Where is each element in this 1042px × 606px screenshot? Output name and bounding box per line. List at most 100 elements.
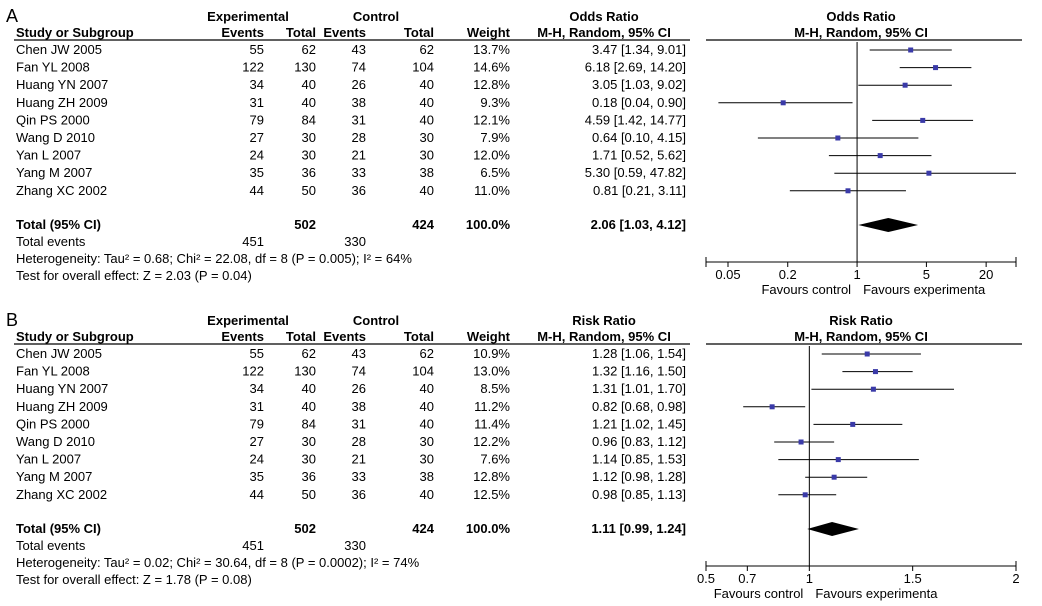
point-estimate — [926, 170, 932, 176]
plot-method-header: M-H, Random, 95% CI — [794, 25, 928, 40]
ctl-total-header: Total — [404, 25, 434, 40]
forest-panel-b: B Experimental Control Risk Ratio Risk Ratio… — [6, 310, 1022, 601]
point-estimate — [845, 188, 851, 194]
study-row: Wang D 2010 27 30 28 30 7.9% 0.64 [0.10, 4.15] — [16, 130, 919, 145]
study-effect-ci: 5.30 [0.59, 47.82] — [585, 165, 686, 180]
exp-total: 130 — [294, 364, 316, 379]
exp-total-header: Total — [286, 329, 316, 344]
exp-events: 79 — [250, 112, 264, 127]
control-group-header: Control — [353, 9, 399, 24]
study-name: Yang M 2007 — [16, 165, 92, 180]
point-estimate — [798, 439, 804, 445]
study-weight: 6.5% — [480, 165, 510, 180]
study-weight: 7.9% — [480, 130, 510, 145]
x-tick-label: 0.7 — [738, 571, 756, 586]
exp-events: 34 — [250, 77, 264, 92]
study-effect-ci: 1.14 [0.85, 1.53] — [592, 452, 686, 467]
study-effect-ci: 0.64 [0.10, 4.15] — [592, 130, 686, 145]
ctl-total: 40 — [420, 183, 434, 198]
study-weight: 12.2% — [473, 434, 510, 449]
study-row: Yang M 2007 35 36 33 38 12.8% 1.12 [0.98, 1.28… — [16, 469, 868, 484]
ctl-total: 40 — [420, 77, 434, 92]
ctl-events: 38 — [352, 95, 366, 110]
total-events-label: Total events — [16, 234, 86, 249]
total-events-exp: 451 — [242, 234, 264, 249]
ctl-total: 40 — [420, 381, 434, 396]
favours-experimental-label: Favours experimenta — [815, 586, 938, 601]
study-row: Chen JW 2005 55 62 43 62 10.9% 1.28 [1.06, 1.5… — [16, 346, 921, 361]
study-weight: 12.8% — [473, 77, 510, 92]
exp-events: 44 — [250, 183, 264, 198]
study-effect-ci: 3.47 [1.34, 9.01] — [592, 42, 686, 57]
exp-events: 24 — [250, 452, 264, 467]
ctl-events: 33 — [352, 165, 366, 180]
study-row: Wang D 2010 27 30 28 30 12.2% 0.96 [0.83, 1.12… — [16, 434, 835, 449]
study-row: Yan L 2007 24 30 21 30 12.0% 1.71 [0.52, 5.62] — [16, 148, 932, 163]
exp-events: 27 — [250, 130, 264, 145]
exp-events: 35 — [250, 165, 264, 180]
study-effect-ci: 0.81 [0.21, 3.11] — [593, 183, 686, 198]
exp-events: 122 — [242, 364, 264, 379]
ctl-total: 62 — [420, 42, 434, 57]
study-effect-ci: 1.12 [0.98, 1.28] — [592, 469, 686, 484]
overall-effect-test: Test for overall effect: Z = 2.03 (P = 0… — [16, 268, 252, 283]
ctl-total: 30 — [420, 434, 434, 449]
study-weight: 12.5% — [473, 487, 510, 502]
total-row: Total (95% CI) 502 424 100.0% 2.06 [1.03, 4.… — [16, 217, 919, 232]
exp-total: 62 — [302, 346, 316, 361]
overall-effect-test: Test for overall effect: Z = 1.78 (P = 0… — [16, 572, 252, 587]
total-events-exp: 451 — [242, 538, 264, 553]
exp-total: 40 — [302, 381, 316, 396]
exp-total: 50 — [302, 183, 316, 198]
point-estimate — [872, 369, 878, 375]
study-name: Huang ZH 2009 — [16, 399, 108, 414]
ctl-events: 33 — [352, 469, 366, 484]
exp-total: 40 — [302, 399, 316, 414]
total-events-row: Total events 451 330 — [16, 538, 366, 553]
study-weight: 12.1% — [473, 112, 510, 127]
study-effect-ci: 1.21 [1.02, 1.45] — [592, 416, 686, 431]
effect-measure-header: Risk Ratio — [572, 313, 636, 328]
ctl-total: 38 — [420, 469, 434, 484]
study-weight: 9.3% — [480, 95, 510, 110]
study-weight: 11.4% — [474, 416, 510, 431]
ctl-events: 21 — [352, 452, 366, 467]
ctl-events: 31 — [352, 112, 366, 127]
ctl-events: 36 — [352, 183, 366, 198]
x-tick-label: 1 — [853, 267, 860, 282]
plot-method-header: M-H, Random, 95% CI — [794, 329, 928, 344]
point-estimate — [933, 65, 939, 71]
study-weight: 11.0% — [474, 183, 510, 198]
x-tick-label: 20 — [979, 267, 993, 282]
study-row: Zhang XC 2002 44 50 36 40 11.0% 0.81 [0.21, 3.… — [16, 183, 906, 198]
point-estimate — [877, 153, 883, 159]
exp-total: 30 — [302, 434, 316, 449]
ctl-events: 38 — [352, 399, 366, 414]
total-events-label: Total events — [16, 538, 86, 553]
point-estimate — [908, 47, 914, 53]
study-row: Qin PS 2000 79 84 31 40 11.4% 1.21 [1.02, 1.45… — [16, 416, 903, 431]
total-row: Total (95% CI) 502 424 100.0% 1.11 [0.99, 1.… — [16, 521, 859, 536]
point-estimate — [835, 135, 841, 141]
study-name: Chen JW 2005 — [16, 42, 102, 57]
exp-events: 55 — [250, 42, 264, 57]
ctl-total: 30 — [420, 130, 434, 145]
exp-events: 79 — [250, 416, 264, 431]
x-tick-label: 0.5 — [697, 571, 715, 586]
exp-total: 40 — [302, 77, 316, 92]
x-tick-label: 1 — [806, 571, 813, 586]
exp-total: 30 — [302, 148, 316, 163]
study-weight: 7.6% — [480, 452, 510, 467]
exp-total: 36 — [302, 469, 316, 484]
study-effect-ci: 1.31 [1.01, 1.70] — [592, 381, 686, 396]
pooled-estimate-diamond — [807, 522, 859, 536]
study-weight: 12.8% — [473, 469, 510, 484]
study-weight: 14.6% — [473, 60, 510, 75]
total-events-row: Total events 451 330 — [16, 234, 366, 249]
method-header: M-H, Random, 95% CI — [537, 329, 671, 344]
exp-total: 40 — [302, 95, 316, 110]
ctl-events: 43 — [352, 42, 366, 57]
study-name: Huang YN 2007 — [16, 77, 108, 92]
exp-events: 122 — [242, 60, 264, 75]
